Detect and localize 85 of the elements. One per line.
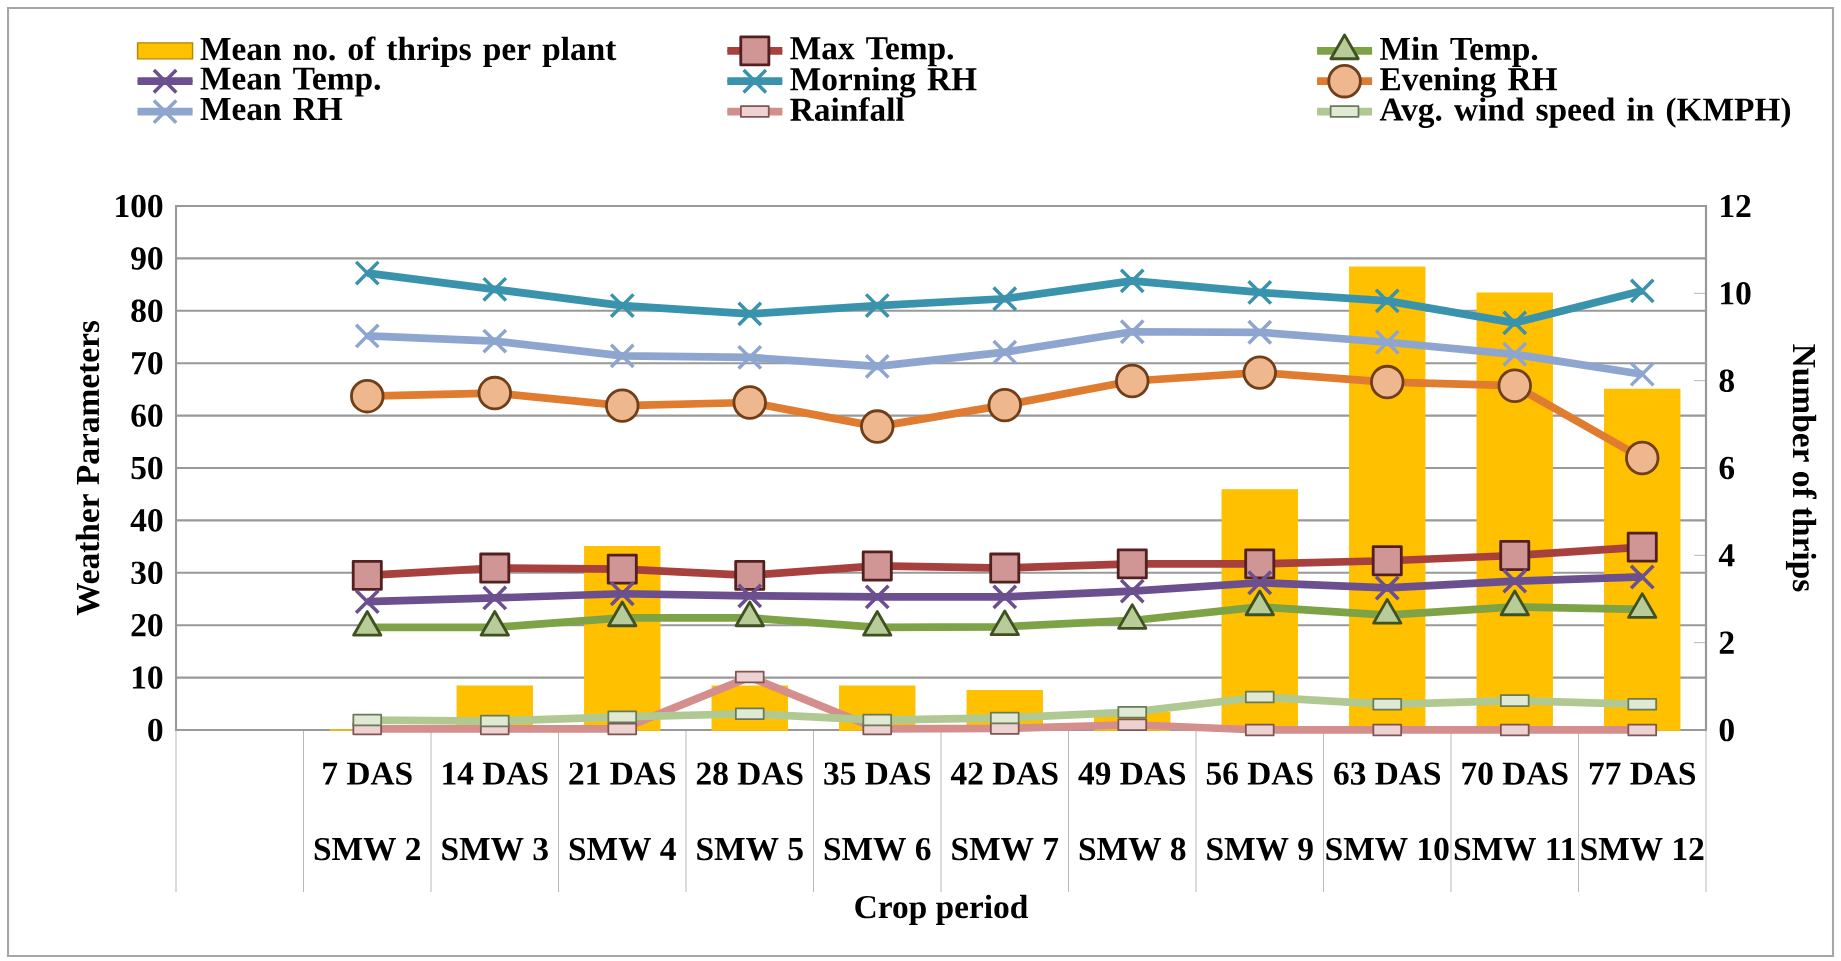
y-tick-label: 90 xyxy=(131,247,163,270)
point xyxy=(609,342,636,369)
point xyxy=(991,339,1018,366)
y-tick-label: 50 xyxy=(131,456,163,480)
y-tick-label: 60 xyxy=(131,404,163,427)
x-axis-title: Crop period xyxy=(855,894,1028,926)
point xyxy=(736,344,763,371)
x-tick-label: 77 DAS xyxy=(1589,762,1696,785)
legend-label: Morning RH xyxy=(790,67,977,98)
y2-tick-label: 4 xyxy=(1718,544,1735,567)
legend-label: Avg. wind speed in (KMPH) xyxy=(1379,97,1791,128)
text: SMW 5 xyxy=(697,837,803,861)
x-tick-label: 28 DAS xyxy=(696,762,803,785)
legend-label: Mean no. of thrips per plant xyxy=(200,36,617,68)
legend-label: Evening RH xyxy=(1380,67,1557,98)
point xyxy=(736,582,763,609)
y-tick-label: 10 xyxy=(132,666,163,689)
y-tick-label: 80 xyxy=(131,299,163,323)
y-tick-label: 30 xyxy=(131,561,163,585)
point xyxy=(1629,564,1656,590)
y-tick-label: 40 xyxy=(130,509,163,532)
legend-label: Mean RH xyxy=(200,97,343,121)
y2-tick-label: 2 xyxy=(1719,631,1734,654)
text: SMW 8 xyxy=(1079,837,1186,861)
y2-tick-label: 10 xyxy=(1721,282,1751,305)
y2-tick-label: 0 xyxy=(1719,718,1734,742)
point xyxy=(864,353,891,380)
y-axis-title: Weather Parameters xyxy=(75,320,100,616)
point xyxy=(1119,318,1146,345)
x-tick-label: 7 DAS xyxy=(323,762,412,785)
point xyxy=(609,580,636,607)
point xyxy=(1119,578,1146,605)
point xyxy=(864,583,891,610)
text: SMW 11 xyxy=(1454,837,1575,861)
x-tick-label: 42 DAS xyxy=(950,762,1058,785)
point xyxy=(1501,568,1528,595)
point xyxy=(1501,309,1528,336)
y2-tick-label: 12 xyxy=(1721,194,1751,218)
x-tick-label: 63 DAS xyxy=(1334,762,1441,785)
legend-label: Rainfall xyxy=(790,97,905,122)
x-tick-label: 14 DAS xyxy=(443,762,548,785)
point xyxy=(609,292,636,319)
text: SMW 10 xyxy=(1326,837,1449,861)
legend-label: Mean Temp. xyxy=(200,67,380,97)
text: SMW 3 xyxy=(442,837,548,861)
text: SMW 9 xyxy=(1207,837,1313,861)
point xyxy=(1374,329,1401,356)
legend-label: Min Temp. xyxy=(1380,36,1538,67)
y2-tick-label: 8 xyxy=(1719,369,1735,392)
x-tick-label: 49 DAS xyxy=(1078,762,1186,785)
point xyxy=(1246,319,1273,346)
legend-label: Max Temp. xyxy=(790,37,954,67)
point xyxy=(864,292,891,319)
point xyxy=(1374,287,1401,314)
point xyxy=(991,583,1018,610)
point xyxy=(354,323,381,349)
point xyxy=(354,260,381,286)
x-tick-label: 70 DAS xyxy=(1462,762,1568,785)
x-tick-label: 56 DAS xyxy=(1206,762,1313,785)
point xyxy=(1629,361,1656,388)
point xyxy=(1119,267,1146,294)
text: SMW 7 xyxy=(952,837,1059,861)
point xyxy=(354,588,381,615)
text: SMW 2 xyxy=(314,837,421,861)
point xyxy=(1374,575,1401,601)
point xyxy=(481,328,508,355)
x-tick-label: 21 DAS xyxy=(569,762,676,785)
x-tick-label: 35 DAS xyxy=(824,762,931,785)
y-tick-label: 100 xyxy=(116,194,163,218)
y2-axis-title: Number of thrips xyxy=(1785,344,1817,592)
text: SMW 4 xyxy=(569,837,676,861)
point xyxy=(736,300,763,327)
y-tick-label: 70 xyxy=(132,351,163,375)
text: SMW 6 xyxy=(824,837,931,861)
point xyxy=(481,276,508,303)
y2-tick-label: 6 xyxy=(1719,456,1735,480)
point xyxy=(1629,277,1656,304)
y-tick-label: 0 xyxy=(148,718,163,742)
point xyxy=(1501,341,1528,368)
point xyxy=(1246,569,1273,596)
y-tick-label: 20 xyxy=(131,613,163,637)
point xyxy=(991,285,1018,312)
point xyxy=(1246,279,1273,306)
point xyxy=(481,585,508,611)
text: SMW 12 xyxy=(1581,837,1704,861)
